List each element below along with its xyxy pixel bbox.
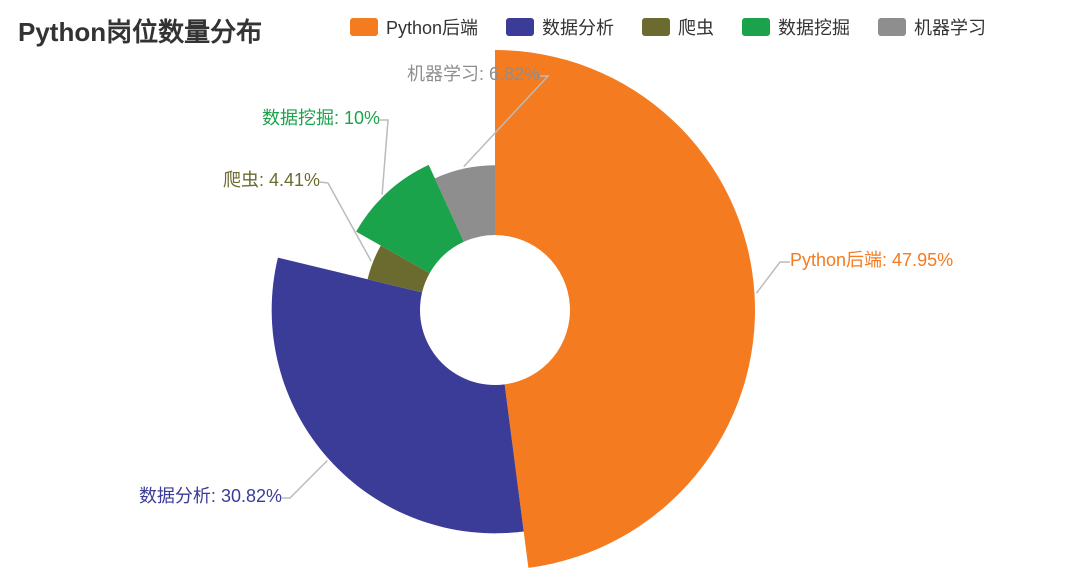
slice-label: 机器学习: 6.82% [407,64,540,84]
slice-label: 数据挖掘: 10% [262,108,380,128]
rose-chart: Python后端: 47.95% 数据分析: 30.82% 爬虫: 4.41% 数据挖… [0,0,1080,577]
pie-slice[interactable] [495,50,755,568]
slice-label: Python后端: 47.95% [790,250,953,270]
pie-slice[interactable] [272,258,524,534]
slice-label: 爬虫: 4.41% [223,170,320,190]
leader-line [380,120,388,195]
leader-line [756,262,790,293]
slice-label: 数据分析: 30.82% [139,486,282,506]
leader-line [282,460,327,498]
